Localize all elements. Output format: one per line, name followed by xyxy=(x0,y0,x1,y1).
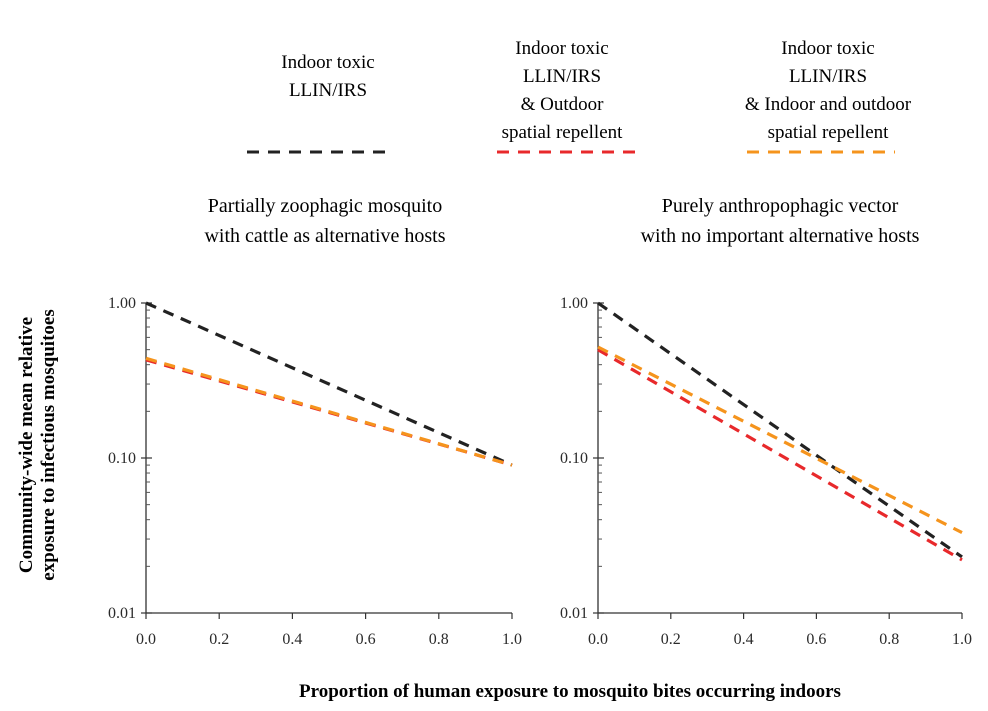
chart-panel-zoophagic: Partially zoophagic mosquito with cattle … xyxy=(108,195,522,648)
x-tick-label: 0.6 xyxy=(356,631,376,648)
x-tick-label: 1.0 xyxy=(952,631,972,648)
legend-label-line: & Outdoor xyxy=(521,94,605,115)
legend-label-line: Indoor toxic xyxy=(281,52,374,73)
y-tick-label: 0.10 xyxy=(108,450,136,467)
y-axis-title-line: exposure to infectious mosquitoes xyxy=(38,309,59,580)
x-tick-label: 1.0 xyxy=(502,631,522,648)
y-axis-title-line: Community-wide mean relative xyxy=(16,317,37,573)
legend: Indoor toxic LLIN/IRS Indoor toxic LLIN/IRS… xyxy=(247,38,912,152)
panel-subtitle-line: Partially zoophagic mosquito xyxy=(208,195,442,217)
chart-panel-anthropophagic: Purely anthropophagic vector with no impo… xyxy=(560,195,972,648)
panel-subtitle-line: with cattle as alternative hosts xyxy=(204,225,445,247)
legend-label-line: Indoor toxic xyxy=(515,38,608,59)
series-line-3 xyxy=(598,347,962,533)
y-tick-label: 1.00 xyxy=(108,295,136,312)
x-tick-label: 0.8 xyxy=(429,631,449,648)
series-line-2 xyxy=(598,350,962,560)
legend-entry-1: Indoor toxic LLIN/IRS xyxy=(247,52,388,152)
x-tick-label: 0.4 xyxy=(282,631,302,648)
panel-subtitle-line: with no important alternative hosts xyxy=(641,225,920,247)
panel-subtitle-line: Purely anthropophagic vector xyxy=(662,195,899,217)
legend-label-line: & Indoor and outdoor xyxy=(745,94,912,115)
legend-label-line: LLIN/IRS xyxy=(789,66,867,87)
y-tick-label: 1.00 xyxy=(560,295,588,312)
legend-label-line: spatial repellent xyxy=(768,122,890,143)
y-tick-label: 0.01 xyxy=(560,605,588,622)
x-tick-label: 0.2 xyxy=(209,631,229,648)
y-axis-title: Community-wide mean relative exposure to … xyxy=(16,309,59,580)
legend-entry-2: Indoor toxic LLIN/IRS & Outdoor spatial rep… xyxy=(497,38,638,152)
legend-label-line: LLIN/IRS xyxy=(289,80,367,101)
series-line-1 xyxy=(146,303,512,465)
x-tick-label: 0.2 xyxy=(661,631,681,648)
x-tick-label: 0.0 xyxy=(136,631,156,648)
legend-label-line: Indoor toxic xyxy=(781,38,874,59)
series-line-1 xyxy=(598,303,962,557)
legend-label-line: LLIN/IRS xyxy=(523,66,601,87)
x-tick-label: 0.0 xyxy=(588,631,608,648)
y-tick-label: 0.01 xyxy=(108,605,136,622)
x-tick-label: 0.4 xyxy=(734,631,754,648)
legend-label-line: spatial repellent xyxy=(502,122,624,143)
legend-entry-3: Indoor toxic LLIN/IRS & Indoor and outdoor… xyxy=(745,38,912,152)
series-line-3 xyxy=(146,358,512,465)
x-tick-label: 0.6 xyxy=(806,631,826,648)
y-tick-label: 0.10 xyxy=(560,450,588,467)
x-tick-label: 0.8 xyxy=(879,631,899,648)
x-axis-title: Proportion of human exposure to mosquito… xyxy=(299,681,841,702)
